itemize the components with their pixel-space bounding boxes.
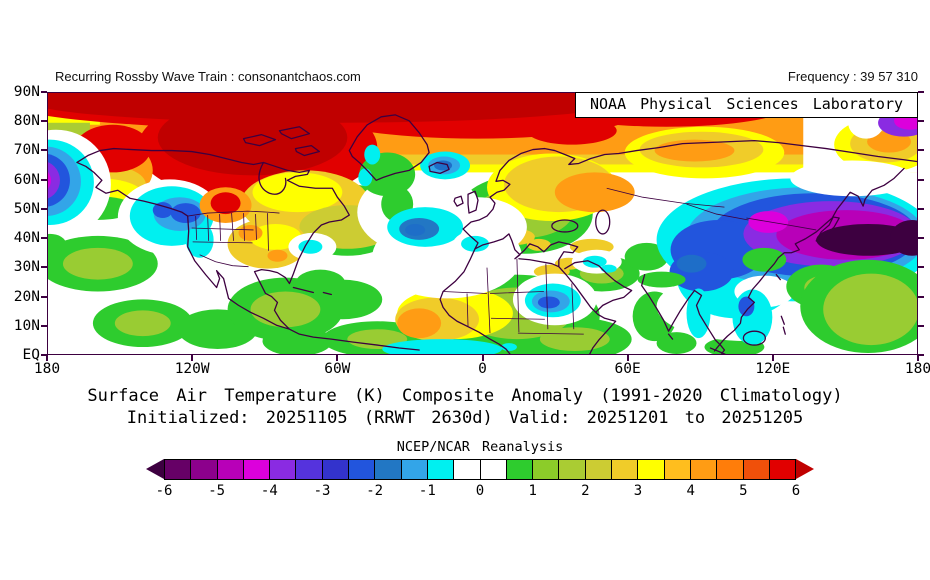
plot-subtitle: Initialized: 20251105 (RRWT 2630d) Valid… — [126, 408, 804, 428]
lat-tick-label: 40N — [13, 230, 40, 247]
lat-tick-mark-right — [918, 295, 924, 298]
colorbar-tick-label: 1 — [528, 483, 537, 499]
lat-tick-label: 90N — [13, 84, 40, 100]
lon-tick-mark — [336, 355, 339, 361]
lon-tick-mark — [917, 355, 919, 361]
colorbar-cell — [322, 460, 350, 479]
lat-tick-mark — [41, 91, 47, 93]
frequency-label: Frequency : 39 57 310 — [787, 69, 918, 84]
lat-tick-mark — [41, 178, 47, 181]
plot-title: Surface Air Temperature (K) Composite An… — [87, 386, 843, 406]
lat-tick-mark-right — [918, 207, 924, 210]
noaa-credit-box: NOAA Physical Sciences Laboratory — [575, 92, 918, 118]
colorbar-cell — [585, 460, 613, 479]
lat-tick-mark — [41, 120, 47, 123]
colorbar-cell — [427, 460, 455, 479]
colorbar-tick-label: 4 — [686, 483, 695, 499]
lon-tick-label: 60W — [324, 361, 351, 377]
colorbar-tick-label: 6 — [791, 483, 801, 499]
colorbar-cell — [401, 460, 428, 479]
colorbar-tick-label: 0 — [475, 483, 485, 499]
colorbar-underflow-arrow-icon — [146, 459, 164, 479]
lat-tick-mark-right — [918, 91, 924, 93]
lat-tick-mark-right — [918, 354, 924, 356]
lat-tick-mark-right — [918, 149, 924, 152]
lat-tick-label: 50N — [13, 200, 40, 217]
colorbar-cell — [454, 460, 481, 479]
lat-tick-mark-right — [918, 266, 924, 269]
lon-tick-mark — [771, 355, 774, 361]
colorbar-cell — [217, 460, 244, 479]
colorbar-cell — [270, 460, 297, 479]
lat-tick-mark — [41, 237, 47, 240]
lat-tick-label: 60N — [13, 171, 40, 188]
colorbar-tick-label: -3 — [313, 483, 331, 499]
colorbar-cell — [375, 460, 402, 479]
colorbar-tick-label: -5 — [208, 483, 226, 499]
lon-tick-mark — [481, 355, 484, 361]
colorbar: -6 -5 -4 -3 -2 -1 0 1 2 3 4 5 6 — [146, 459, 814, 501]
lat-tick-label: 30N — [13, 259, 40, 276]
lat-tick-mark-right — [918, 324, 924, 327]
lon-tick-mark — [46, 355, 48, 361]
lon-tick-label: 60E — [614, 361, 641, 377]
lat-tick-mark — [41, 354, 47, 356]
colorbar-cell — [296, 460, 323, 479]
anomaly-map — [47, 92, 918, 355]
colorbar-cell — [480, 460, 507, 479]
colorbar-tick-label: 3 — [633, 483, 643, 499]
colorbar-tick-label: -2 — [366, 483, 384, 499]
lat-tick-label: EQ — [22, 347, 40, 363]
colorbar-cells — [164, 459, 796, 480]
lat-tick-label: 20N — [13, 288, 40, 305]
country-borders — [187, 187, 817, 335]
lon-tick-label: 120W — [174, 361, 210, 377]
colorbar-cell — [769, 460, 796, 479]
colorbar-tick-label: -6 — [155, 483, 173, 499]
lat-tick-label: 10N — [13, 317, 40, 334]
colorbar-tick-label: -4 — [260, 483, 278, 499]
lat-tick-mark — [41, 295, 47, 298]
colorbar-cell — [559, 460, 586, 479]
lon-tick-label: 0 — [478, 361, 487, 377]
colorbar-cell — [191, 460, 218, 479]
colorbar-cell — [165, 460, 192, 479]
lat-tick-mark — [41, 266, 47, 269]
lat-tick-mark — [41, 324, 47, 327]
lon-tick-label: 180 — [904, 361, 930, 377]
lat-tick-mark — [41, 149, 47, 152]
site-label: Recurring Rossby Wave Train : consonantc… — [55, 69, 361, 84]
dataset-label: NCEP/NCAR Reanalysis — [396, 439, 564, 455]
colorbar-overflow-arrow-icon — [796, 459, 814, 479]
lon-tick-label: 120E — [755, 361, 791, 377]
lon-tick-label: 180 — [33, 361, 61, 377]
colorbar-cell — [243, 460, 271, 479]
colorbar-cell — [612, 460, 639, 479]
lon-tick-mark — [191, 355, 194, 361]
colorbar-cell — [664, 460, 691, 479]
lat-tick-label: 80N — [13, 113, 40, 130]
colorbar-tick-label: -1 — [418, 483, 436, 499]
colorbar-tick-label: 2 — [581, 483, 590, 499]
colorbar-cell — [349, 460, 376, 479]
lat-tick-mark — [41, 207, 47, 210]
lon-tick-mark — [626, 355, 629, 361]
colorbar-cell — [690, 460, 718, 479]
colorbar-cell — [638, 460, 665, 479]
colorbar-cell — [506, 460, 534, 479]
coastlines — [76, 114, 917, 354]
lat-tick-mark-right — [918, 178, 924, 181]
colorbar-cell — [533, 460, 560, 479]
lat-tick-mark-right — [918, 120, 924, 123]
anomaly-field — [48, 93, 917, 354]
lat-tick-label: 70N — [13, 142, 40, 159]
anomaly-map-svg — [48, 93, 917, 354]
lat-tick-mark-right — [918, 237, 924, 240]
colorbar-cell — [717, 460, 744, 479]
colorbar-cell — [743, 460, 770, 479]
colorbar-tick-label: 5 — [739, 483, 748, 499]
